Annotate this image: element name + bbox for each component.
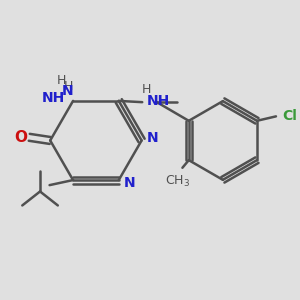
Text: H: H [57, 74, 66, 87]
Text: O: O [14, 130, 28, 145]
Text: H: H [63, 80, 73, 93]
Text: Cl: Cl [282, 109, 297, 123]
Text: H: H [142, 83, 152, 96]
Text: N: N [62, 84, 74, 98]
Text: CH$_3$: CH$_3$ [165, 174, 190, 189]
Text: NH: NH [42, 92, 65, 105]
Text: N: N [147, 131, 158, 145]
Text: NH: NH [147, 94, 170, 108]
Text: N: N [124, 176, 136, 190]
